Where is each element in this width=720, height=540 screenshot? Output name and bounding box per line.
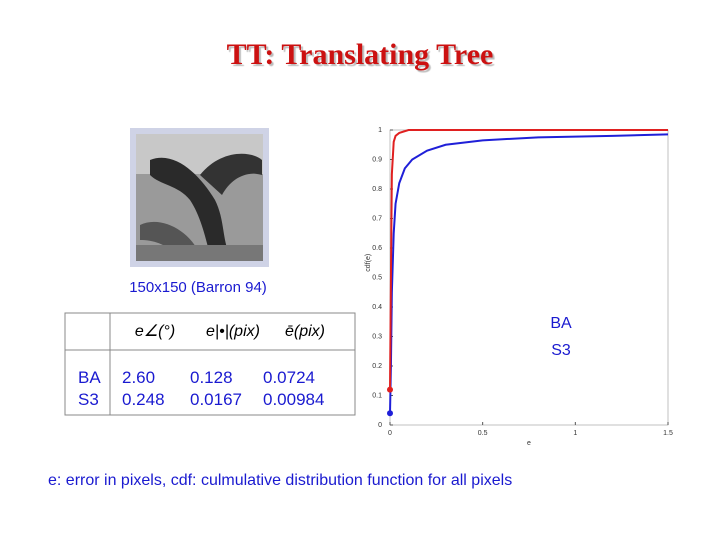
table-cell: 0.00984	[263, 390, 324, 409]
cdf-line	[389, 129, 668, 390]
table-cell: 0.128	[190, 368, 233, 387]
series-label: BA	[550, 315, 572, 332]
y-tick-label: 0.8	[372, 186, 382, 193]
table-cell: 0.248	[122, 390, 165, 409]
table-cell: 0.0724	[263, 368, 315, 387]
table-cell: 0.0167	[190, 390, 242, 409]
footer-note: e: error in pixels, cdf: culmulative dis…	[48, 472, 512, 489]
y-tick-label: 0.7	[372, 216, 382, 223]
y-tick-label: 0	[378, 422, 382, 429]
start-marker	[387, 386, 393, 393]
series-label: S3	[551, 342, 571, 359]
tree-photo	[130, 128, 269, 267]
row-label: S3	[78, 390, 99, 409]
y-tick-label: 1	[378, 127, 382, 134]
y-tick-label: 0.5	[372, 275, 382, 282]
y-tick-label: 0.1	[372, 393, 382, 400]
y-tick-label: 0.6	[372, 245, 382, 252]
row-label: BA	[78, 368, 101, 387]
y-tick-label: 0.3	[372, 334, 382, 341]
x-tick-label: 1.5	[663, 430, 673, 437]
y-tick-label: 0.9	[372, 157, 382, 164]
plot-frame	[389, 129, 669, 426]
table-header: ē(pix)	[285, 323, 325, 340]
image-caption: 150x150 (Barron 94)	[129, 279, 267, 296]
results-table: e∠(°) e|•|(pix) ē(pix)	[64, 312, 356, 416]
x-tick-label: 0	[388, 430, 392, 437]
table-header: e|•|(pix)	[206, 323, 260, 340]
x-tick-label: 1	[573, 430, 577, 437]
y-tick-label: 0.2	[372, 363, 382, 370]
table-cell: 2.60	[122, 368, 155, 387]
y-axis-label: cdf(e)	[365, 254, 372, 272]
table-header: e∠(°)	[135, 323, 175, 340]
x-tick-label: 0.5	[478, 430, 488, 437]
cdf-line	[389, 133, 669, 414]
x-axis-label: e	[527, 440, 531, 447]
y-tick-label: 0.4	[372, 304, 382, 311]
start-marker	[387, 410, 393, 417]
slide-title: TT: Translating Tree	[227, 38, 494, 71]
